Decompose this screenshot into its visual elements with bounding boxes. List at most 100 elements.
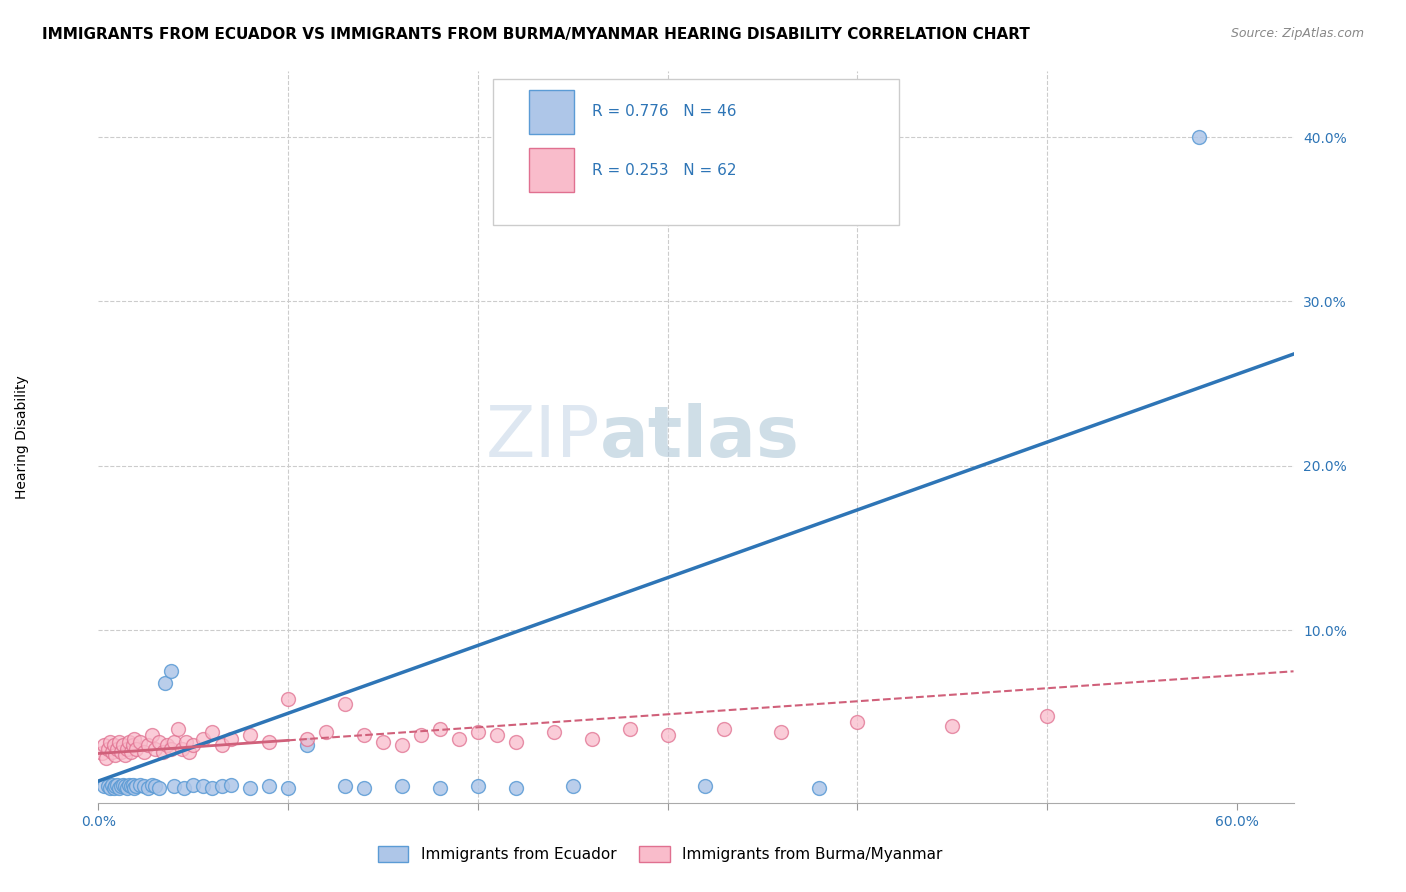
Point	[191, 731, 214, 746]
Point	[136, 780, 159, 795]
Point	[295, 731, 318, 746]
Point	[239, 780, 262, 795]
Point	[136, 739, 159, 753]
Point	[353, 780, 375, 795]
Point	[141, 778, 163, 792]
Point	[619, 722, 641, 736]
Point	[174, 735, 197, 749]
Point	[277, 692, 299, 706]
Point	[97, 780, 120, 794]
Point	[505, 735, 527, 749]
Point	[219, 778, 242, 792]
Point	[125, 780, 148, 794]
Point	[94, 751, 117, 765]
Point	[770, 725, 793, 739]
Point	[143, 741, 166, 756]
Point	[120, 745, 142, 759]
Point	[201, 725, 224, 739]
Point	[239, 728, 262, 742]
Point	[105, 741, 128, 756]
Point	[191, 780, 214, 794]
Point	[163, 780, 186, 794]
Point	[295, 739, 318, 753]
Point	[170, 741, 193, 756]
Point	[429, 722, 451, 736]
Point	[104, 748, 127, 763]
Point	[108, 780, 131, 795]
Point	[124, 731, 146, 746]
Point	[561, 780, 583, 794]
Point	[1188, 130, 1211, 145]
Point	[103, 780, 125, 795]
Point	[181, 778, 204, 792]
Point	[132, 745, 155, 759]
Point	[114, 780, 136, 794]
Bar	[529, 148, 574, 192]
Point	[353, 728, 375, 742]
Point	[148, 735, 170, 749]
Point	[333, 697, 356, 711]
Point	[103, 739, 125, 753]
Point	[695, 780, 717, 794]
Point	[173, 780, 195, 795]
Point	[129, 735, 152, 749]
Text: R = 0.776   N = 46: R = 0.776 N = 46	[592, 104, 737, 120]
Point	[167, 722, 190, 736]
Point	[108, 735, 131, 749]
Point	[846, 715, 869, 730]
Point	[121, 739, 143, 753]
Point	[143, 780, 166, 794]
Point	[104, 780, 127, 794]
Y-axis label: Hearing Disability: Hearing Disability	[15, 376, 30, 499]
Point	[93, 739, 115, 753]
Point	[179, 745, 201, 759]
Point	[429, 780, 451, 795]
Point	[100, 778, 122, 792]
Point	[112, 739, 135, 753]
Bar	[529, 90, 574, 134]
Point	[124, 780, 146, 795]
Point	[257, 780, 280, 794]
Point	[1036, 708, 1059, 723]
Point	[277, 780, 299, 795]
Point	[505, 780, 527, 795]
Point	[114, 748, 136, 763]
Text: ZIP: ZIP	[486, 402, 600, 472]
Point	[98, 735, 121, 749]
Text: R = 0.253   N = 62: R = 0.253 N = 62	[592, 162, 737, 178]
Point	[105, 778, 128, 792]
Point	[121, 778, 143, 792]
Point	[941, 718, 963, 732]
Point	[98, 780, 121, 795]
Point	[97, 741, 120, 756]
Point	[211, 780, 233, 794]
Point	[409, 728, 432, 742]
Point	[112, 778, 135, 792]
Text: IMMIGRANTS FROM ECUADOR VS IMMIGRANTS FROM BURMA/MYANMAR HEARING DISABILITY CORR: IMMIGRANTS FROM ECUADOR VS IMMIGRANTS FR…	[42, 27, 1031, 42]
Point	[110, 780, 132, 794]
Point	[120, 780, 142, 794]
Legend: Immigrants from Ecuador, Immigrants from Burma/Myanmar: Immigrants from Ecuador, Immigrants from…	[371, 840, 949, 868]
Point	[581, 731, 603, 746]
Point	[118, 778, 141, 792]
Point	[211, 739, 233, 753]
Point	[110, 745, 132, 759]
Point	[808, 780, 831, 795]
Point	[391, 780, 413, 794]
Point	[91, 747, 114, 761]
Point	[152, 745, 174, 759]
Point	[141, 728, 163, 742]
Point	[467, 725, 489, 739]
Point	[148, 780, 170, 795]
FancyBboxPatch shape	[494, 78, 900, 225]
Point	[115, 780, 138, 795]
Text: atlas: atlas	[600, 402, 800, 472]
Point	[159, 741, 181, 756]
Point	[201, 780, 224, 795]
Point	[333, 780, 356, 794]
Point	[371, 735, 394, 749]
Text: Source: ZipAtlas.com: Source: ZipAtlas.com	[1230, 27, 1364, 40]
Point	[115, 741, 138, 756]
Point	[163, 735, 186, 749]
Point	[118, 735, 141, 749]
